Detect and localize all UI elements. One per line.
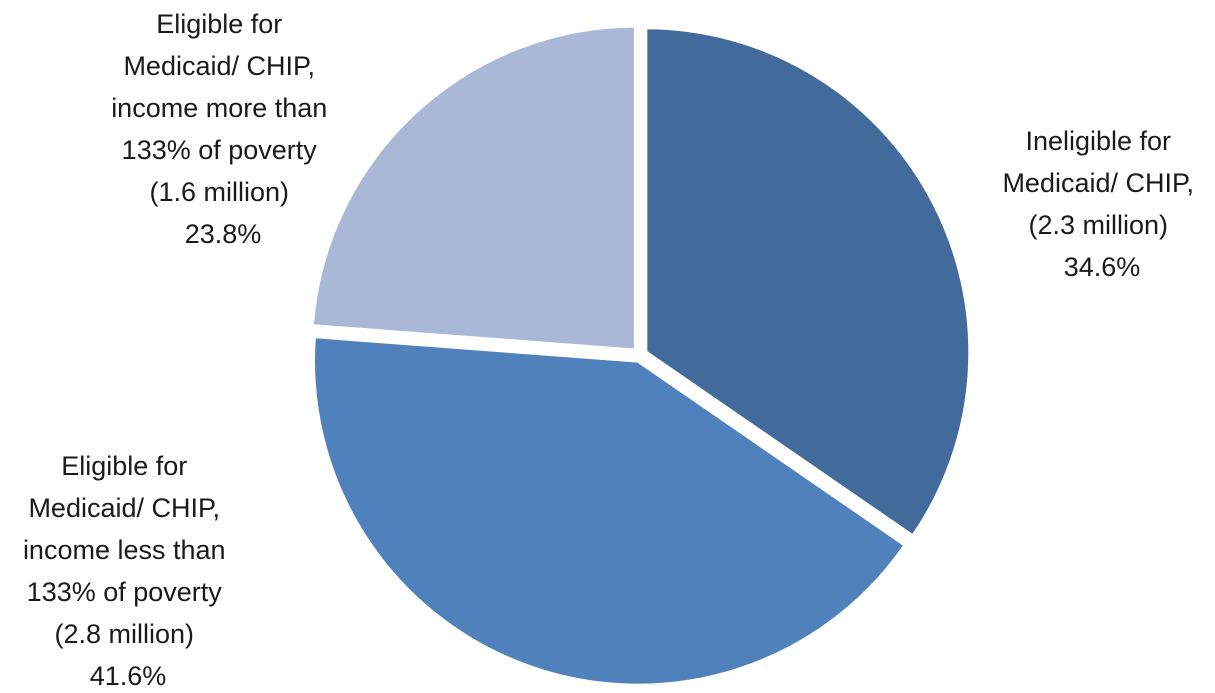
slice-label-line: Eligible for	[156, 9, 282, 39]
slice-label-ineligible: Ineligible for Medicaid/ CHIP, (2.3 mill…	[1002, 126, 1201, 282]
pie-slice-2	[309, 23, 638, 353]
pie-slice-1	[311, 334, 909, 688]
slice-label-line: income more than	[111, 93, 327, 123]
slice-label-line: Medicaid/ CHIP,	[28, 493, 220, 523]
slices-layer	[309, 23, 973, 688]
pie-slice-0	[643, 25, 973, 540]
slice-label-line: (1.6 million)	[149, 177, 289, 207]
slice-label-line: 133% of poverty	[27, 577, 223, 607]
slice-label-line: Eligible for	[61, 451, 187, 481]
slice-label-line: Medicaid/ CHIP,	[123, 51, 315, 81]
slice-value-label: 23.8%	[185, 219, 262, 249]
slice-label-line: (2.3 million)	[1028, 210, 1168, 240]
slice-label-line: income less than	[23, 535, 226, 565]
slice-value-label: 41.6%	[90, 661, 167, 688]
slice-label-line: Ineligible for	[1025, 126, 1171, 156]
slice-label-eligible-less-than-133: Eligible for Medicaid/ CHIP, income less…	[23, 451, 233, 688]
slice-value-label: 34.6%	[1064, 252, 1141, 282]
slice-label-line: (2.8 million)	[54, 619, 194, 649]
slice-label-line: 133% of poverty	[122, 135, 318, 165]
slice-label-eligible-more-than-133: Eligible for Medicaid/ CHIP, income more…	[111, 9, 335, 249]
slice-label-line: Medicaid/ CHIP,	[1002, 168, 1194, 198]
